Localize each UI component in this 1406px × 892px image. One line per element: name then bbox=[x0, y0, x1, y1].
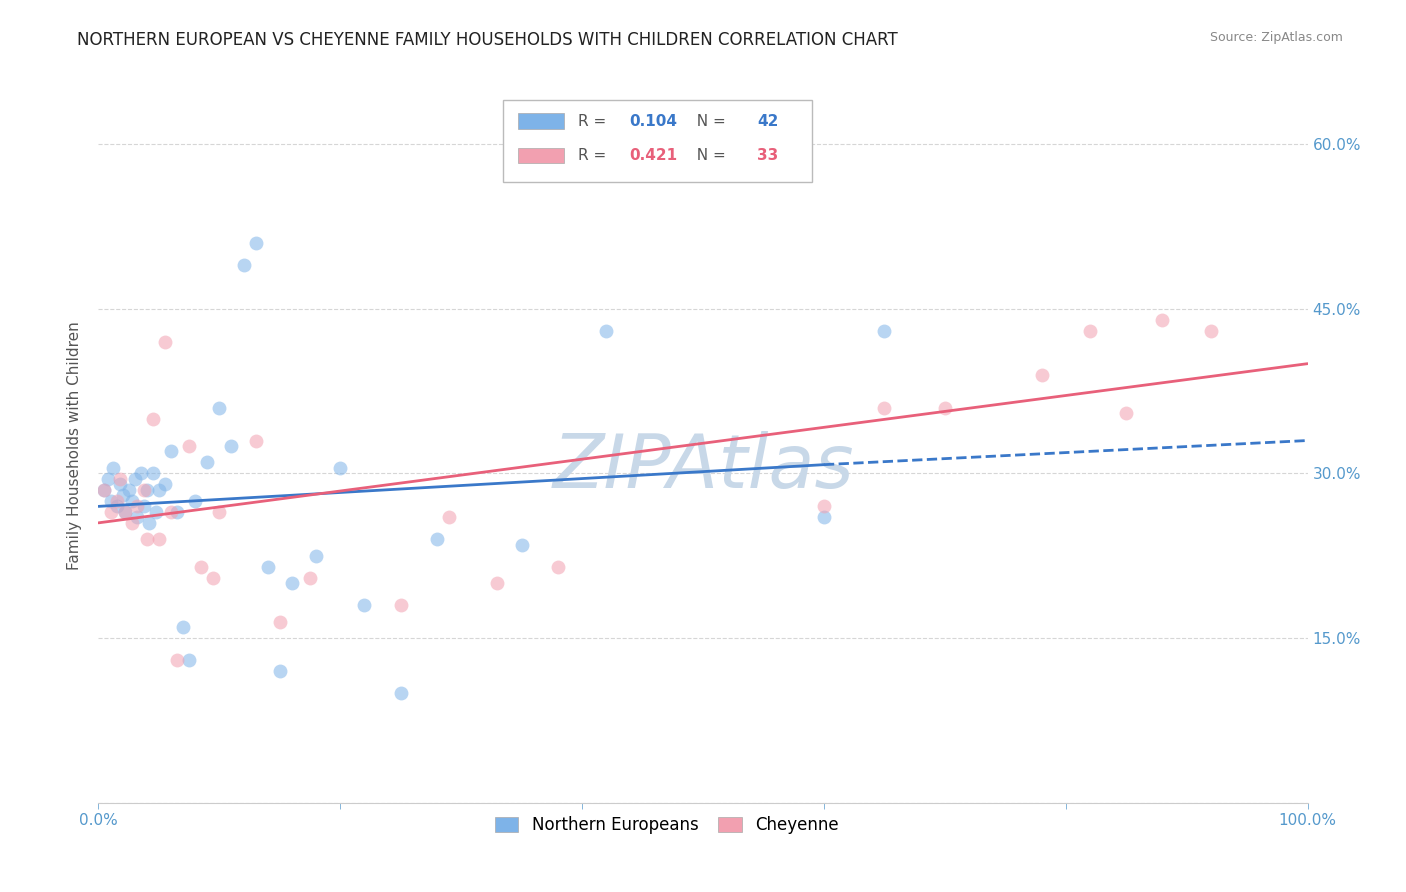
Point bbox=[124, 472, 146, 486]
Point bbox=[269, 615, 291, 629]
Point bbox=[114, 505, 136, 519]
Point bbox=[101, 461, 124, 475]
Text: 33: 33 bbox=[758, 148, 779, 163]
Point bbox=[166, 505, 188, 519]
Point bbox=[93, 483, 115, 497]
Text: NORTHERN EUROPEAN VS CHEYENNE FAMILY HOUSEHOLDS WITH CHILDREN CORRELATION CHART: NORTHERN EUROPEAN VS CHEYENNE FAMILY HOU… bbox=[77, 31, 898, 49]
Text: N =: N = bbox=[688, 114, 731, 128]
Point bbox=[389, 686, 412, 700]
Point bbox=[299, 571, 322, 585]
Point bbox=[329, 461, 352, 475]
Point bbox=[1199, 324, 1222, 338]
Point bbox=[281, 576, 304, 591]
Point bbox=[153, 334, 176, 349]
FancyBboxPatch shape bbox=[517, 113, 564, 129]
Point bbox=[202, 571, 225, 585]
Text: R =: R = bbox=[578, 148, 612, 163]
Point bbox=[105, 494, 128, 508]
Point bbox=[208, 401, 231, 415]
Point bbox=[873, 401, 896, 415]
Point bbox=[813, 500, 835, 514]
Point bbox=[121, 516, 143, 530]
Point bbox=[100, 505, 122, 519]
Point bbox=[245, 434, 267, 448]
Point bbox=[813, 510, 835, 524]
Text: 42: 42 bbox=[758, 114, 779, 128]
Point bbox=[179, 653, 201, 667]
Text: ZIPAtlas: ZIPAtlas bbox=[553, 432, 853, 503]
Point bbox=[269, 664, 291, 678]
Point bbox=[153, 477, 176, 491]
Point bbox=[221, 439, 243, 453]
Point bbox=[118, 483, 141, 497]
Point bbox=[97, 472, 120, 486]
Point bbox=[1115, 406, 1137, 420]
Point bbox=[148, 533, 170, 547]
FancyBboxPatch shape bbox=[517, 148, 564, 163]
Point bbox=[100, 494, 122, 508]
Point bbox=[160, 505, 183, 519]
Point bbox=[105, 500, 128, 514]
Legend: Northern Europeans, Cheyenne: Northern Europeans, Cheyenne bbox=[488, 810, 845, 841]
Point bbox=[232, 258, 254, 272]
Point bbox=[127, 500, 149, 514]
Point bbox=[127, 510, 149, 524]
Point bbox=[184, 494, 207, 508]
Point bbox=[160, 444, 183, 458]
Point bbox=[426, 533, 449, 547]
Point bbox=[142, 411, 165, 425]
Point bbox=[190, 559, 212, 574]
Point bbox=[208, 505, 231, 519]
Point bbox=[135, 483, 157, 497]
Point bbox=[595, 324, 617, 338]
Point bbox=[134, 483, 156, 497]
Point bbox=[145, 505, 167, 519]
Point bbox=[547, 559, 569, 574]
Point bbox=[305, 549, 328, 563]
Point bbox=[121, 494, 143, 508]
Point bbox=[135, 533, 157, 547]
Point bbox=[111, 488, 134, 502]
Point bbox=[873, 324, 896, 338]
FancyBboxPatch shape bbox=[503, 100, 811, 182]
Point bbox=[108, 477, 131, 491]
Point bbox=[108, 472, 131, 486]
Text: 0.421: 0.421 bbox=[630, 148, 678, 163]
Text: 0.104: 0.104 bbox=[630, 114, 678, 128]
Point bbox=[93, 483, 115, 497]
Point bbox=[172, 620, 194, 634]
Point bbox=[142, 467, 165, 481]
Point bbox=[138, 516, 160, 530]
Point bbox=[1078, 324, 1101, 338]
Point bbox=[114, 505, 136, 519]
Point bbox=[389, 598, 412, 612]
Point bbox=[934, 401, 956, 415]
Point bbox=[437, 510, 460, 524]
Point bbox=[486, 576, 509, 591]
Point bbox=[129, 467, 152, 481]
Point bbox=[1152, 312, 1174, 326]
Point bbox=[510, 538, 533, 552]
Y-axis label: Family Households with Children: Family Households with Children bbox=[67, 322, 83, 570]
Point bbox=[166, 653, 188, 667]
Point bbox=[245, 235, 267, 250]
Text: R =: R = bbox=[578, 114, 612, 128]
Point bbox=[195, 455, 218, 469]
Point bbox=[353, 598, 375, 612]
Text: Source: ZipAtlas.com: Source: ZipAtlas.com bbox=[1209, 31, 1343, 45]
Point bbox=[134, 500, 156, 514]
Point bbox=[1031, 368, 1053, 382]
Point bbox=[179, 439, 201, 453]
Point bbox=[256, 559, 278, 574]
Text: N =: N = bbox=[688, 148, 731, 163]
Point bbox=[148, 483, 170, 497]
